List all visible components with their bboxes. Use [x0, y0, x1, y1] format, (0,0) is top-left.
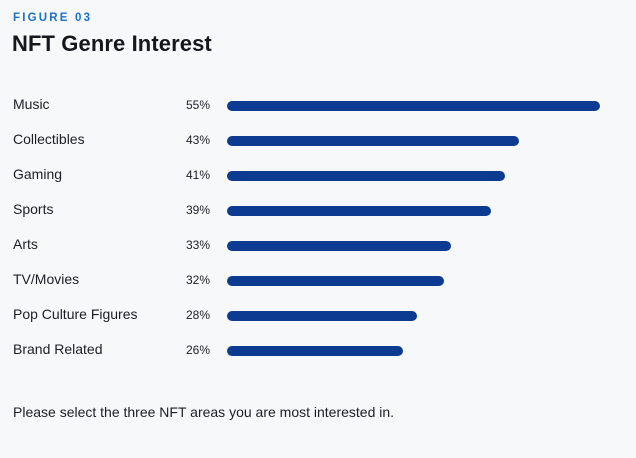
category-label: Music — [13, 96, 50, 112]
value-label: 28% — [185, 308, 210, 322]
category-label: TV/Movies — [13, 271, 80, 287]
bar-chart: Music 55% Collectibles 43% Gaming 41% Sports 39… — [0, 88, 636, 368]
value-label: 26% — [185, 343, 210, 357]
bar-track — [227, 311, 600, 321]
category-label: Sports — [13, 201, 54, 217]
chart-footnote: Please select the three NFT areas you ar… — [13, 404, 395, 420]
bar-track — [227, 101, 600, 111]
bar — [227, 241, 451, 251]
bar-track — [227, 346, 600, 356]
value-label: 33% — [185, 238, 210, 252]
bar — [227, 346, 403, 356]
chart-row: TV/Movies 32% — [0, 263, 636, 298]
chart-title: NFT Genre Interest — [12, 31, 212, 56]
category-label: Gaming — [13, 166, 63, 182]
chart-row: Gaming 41% — [0, 158, 636, 193]
chart-row: Pop Culture Figures 28% — [0, 298, 636, 333]
chart-row: Arts 33% — [0, 228, 636, 263]
value-label: 43% — [185, 133, 210, 147]
chart-row: Brand Related 26% — [0, 333, 636, 368]
bar-track — [227, 136, 600, 146]
bar — [227, 171, 505, 181]
bar — [227, 206, 491, 216]
value-label: 55% — [185, 98, 210, 112]
chart-row: Collectibles 43% — [0, 123, 636, 158]
value-label: 41% — [185, 168, 210, 182]
bar-track — [227, 171, 600, 181]
category-label: Pop Culture Figures — [13, 306, 138, 322]
bar-track — [227, 206, 600, 216]
bar — [227, 136, 519, 146]
bar — [227, 311, 417, 321]
bar — [227, 101, 600, 111]
category-label: Arts — [13, 236, 38, 252]
bar-track — [227, 241, 600, 251]
value-label: 39% — [185, 203, 210, 217]
bar — [227, 276, 444, 286]
category-label: Brand Related — [13, 341, 103, 357]
chart-row: Sports 39% — [0, 193, 636, 228]
chart-row: Music 55% — [0, 88, 636, 123]
value-label: 32% — [185, 273, 210, 287]
figure-number: FIGURE 03 — [13, 12, 93, 24]
category-label: Collectibles — [13, 131, 85, 147]
bar-track — [227, 276, 600, 286]
